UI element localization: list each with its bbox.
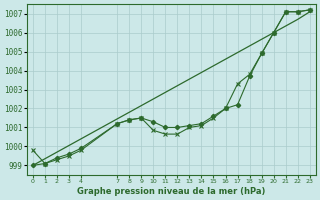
X-axis label: Graphe pression niveau de la mer (hPa): Graphe pression niveau de la mer (hPa) <box>77 187 266 196</box>
